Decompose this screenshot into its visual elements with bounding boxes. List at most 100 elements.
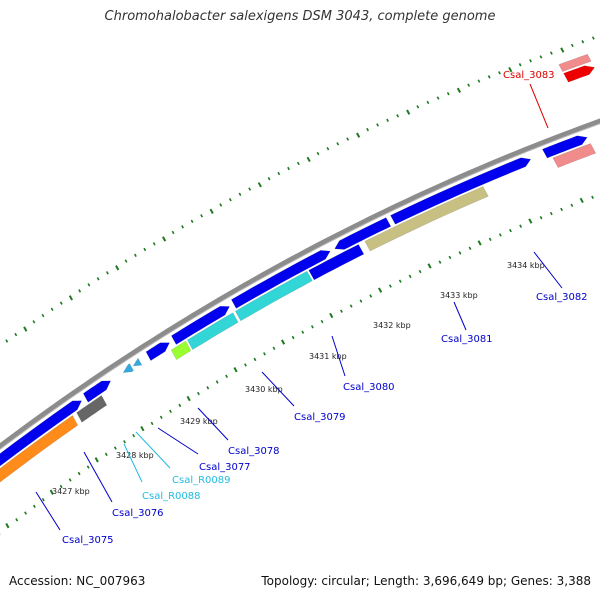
cds-blue [170, 305, 230, 345]
inner-tick [448, 255, 452, 260]
gene-label-csal_3081: Csal_3081 [441, 334, 493, 345]
outer-tick [41, 313, 45, 318]
outer-tick [219, 203, 223, 207]
outer-tick [162, 236, 167, 242]
outer-tick [498, 71, 501, 75]
outer-tick [105, 271, 109, 275]
inner-tick [49, 489, 54, 495]
genome-backbone [0, 118, 600, 450]
inner-tick [77, 471, 81, 476]
outer-tick [336, 142, 340, 146]
cds-blue [230, 250, 331, 309]
outer-tick [529, 59, 532, 63]
cds-cyan [187, 312, 239, 351]
callout-line [83, 451, 113, 503]
outer-tick [518, 63, 522, 67]
outer-tick [356, 132, 361, 138]
outer-tick [152, 242, 156, 246]
inner-tick [591, 195, 594, 199]
inner-tick [320, 319, 324, 324]
inner-tick [418, 269, 422, 274]
outer-tick [78, 289, 82, 293]
inner-tick [528, 218, 533, 224]
outer-tick [115, 265, 120, 271]
cds-blue [82, 380, 112, 403]
outer-tick [326, 146, 330, 151]
outer-tick [248, 187, 252, 191]
outer-tick [96, 277, 100, 281]
inner-tick [206, 386, 210, 390]
outer-tick [209, 208, 214, 214]
outer-tick [190, 219, 194, 224]
callout-line [157, 427, 199, 455]
outer-tick [406, 109, 411, 115]
trna-marker [122, 363, 134, 373]
outer-tick [32, 320, 36, 324]
inner-tick [140, 425, 145, 432]
outer-tick [228, 197, 232, 202]
inner-tick [178, 403, 182, 408]
scale-labels: 3427 kbp 3428 kbp 3429 kbp 3430 kbp 3431 kbp… [52, 261, 545, 496]
inner-tick [560, 207, 564, 212]
outer-tick [508, 66, 513, 73]
inner-tick [488, 237, 492, 242]
gene-label-csal_3077: Csal_3077 [199, 462, 251, 473]
outer-tick [133, 253, 137, 257]
trna-marker [132, 357, 143, 367]
scale-label: 3429 kbp [180, 417, 218, 426]
inner-tick [509, 228, 512, 233]
outer-tick [5, 339, 9, 343]
outer-tick [477, 79, 481, 83]
inner-tick [458, 251, 462, 255]
inner-tick [301, 330, 305, 334]
inner-tick [68, 478, 72, 482]
outer-tick [50, 307, 54, 312]
inner-tick [272, 346, 276, 351]
scale-label: 3427 kbp [52, 487, 90, 496]
backbone-highlight [0, 123, 600, 450]
outer-tick [14, 332, 18, 337]
inner-tick [388, 284, 392, 288]
callout-line [331, 335, 346, 377]
inner-tick [310, 325, 314, 329]
callout-line [453, 301, 467, 331]
outer-tick [306, 156, 311, 163]
cds-pink [552, 143, 597, 168]
cds-blue [334, 217, 392, 250]
gene-label-csal_r0088: Csal_R0088 [142, 491, 201, 502]
inner-tick [477, 240, 482, 246]
inner-tick [150, 421, 154, 426]
callout-line [135, 431, 171, 469]
genome-info-text: Topology: circular; Length: 3,696,649 bp… [261, 574, 591, 588]
outer-tick [287, 166, 290, 171]
backbone-line [0, 118, 600, 450]
inner-tick [132, 433, 136, 438]
cds-blue [541, 135, 588, 159]
scale-label: 3431 kbp [309, 352, 347, 361]
inner-tick [41, 497, 45, 502]
outer-tick [316, 151, 320, 156]
feature-track [0, 53, 597, 483]
outer-tick [446, 92, 450, 96]
inner-tick [359, 299, 363, 303]
inner-tick [570, 203, 574, 208]
outer-tick [436, 96, 440, 100]
outer-tick [171, 230, 175, 235]
inner-tick [169, 409, 172, 414]
gene-label-csal_3082: Csal_3082 [536, 292, 588, 303]
scale-label: 3432 kbp [373, 321, 411, 330]
gene-label-csal_r0089: Csal_R0089 [172, 475, 231, 486]
inner-tick [215, 380, 219, 384]
outer-tick [581, 40, 585, 44]
inner-tick [340, 309, 343, 313]
outer-tick [570, 43, 574, 48]
inner-tick [498, 233, 502, 237]
callout-line [261, 371, 295, 407]
cds-gray [76, 395, 108, 423]
outer-tick [296, 161, 300, 166]
cds-khaki [364, 186, 489, 252]
inner-tick [225, 374, 229, 378]
outer-tick [257, 182, 262, 188]
accession-text: Accession: NC_007963 [9, 574, 146, 588]
